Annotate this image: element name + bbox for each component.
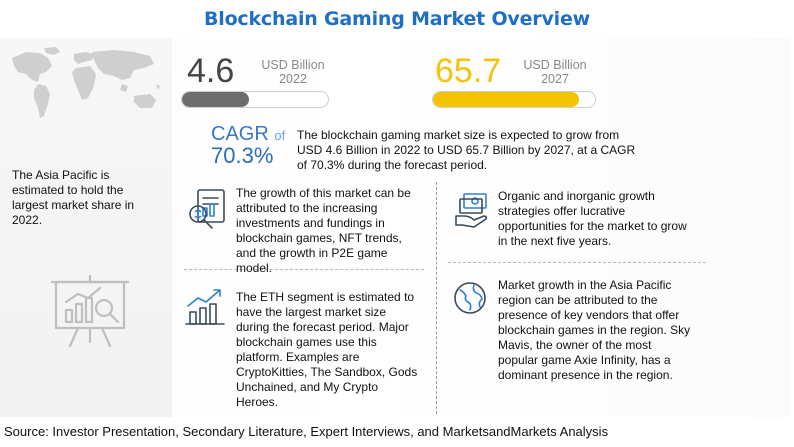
cagr-label: CAGR of — [211, 124, 285, 146]
source-note: Source: Investor Presentation, Secondary… — [4, 424, 609, 439]
insight-asia-pacific: Market growth in the Asia Pacific region… — [498, 278, 691, 382]
market-value-2027: 65.7 — [435, 52, 502, 90]
cagr-value: 70.3% — [211, 143, 274, 168]
unit-label: USD Billion — [261, 58, 325, 72]
progress-fill-2027 — [433, 92, 579, 107]
cagr-of: of — [274, 128, 286, 143]
growth-chart-icon — [184, 284, 228, 328]
year-label: 2022 — [279, 72, 307, 86]
analysis-board-icon — [48, 272, 132, 352]
cagr-description: The blockchain gaming market size is exp… — [297, 128, 636, 172]
year-label: 2027 — [541, 72, 569, 86]
unit-label: USD Billion — [523, 58, 587, 72]
vertical-divider — [436, 182, 437, 414]
progress-bar-2022 — [181, 91, 329, 108]
insight-investments: The growth of this market can be attribu… — [236, 186, 411, 275]
money-hand-icon — [452, 190, 492, 230]
market-unit-2027: USD Billion 2027 — [518, 58, 592, 86]
horizontal-divider-left — [184, 269, 424, 270]
page-title: Blockchain Gaming Market Overview — [203, 8, 591, 30]
progress-bar-2027 — [432, 91, 596, 108]
asia-pacific-text: The Asia Pacific is estimated to hold th… — [12, 168, 135, 227]
progress-fill-2022 — [182, 92, 250, 107]
market-value-2022: 4.6 — [187, 52, 235, 90]
investment-icon — [184, 186, 232, 234]
insight-growth-strategies: Organic and inorganic growth strategies … — [498, 189, 687, 248]
horizontal-divider-right — [448, 262, 706, 263]
world-map-icon — [4, 44, 168, 130]
insight-eth-segment: The ETH segment is estimated to have the… — [236, 290, 418, 409]
cagr-word: CAGR — [211, 123, 269, 145]
globe-icon — [452, 280, 488, 316]
market-unit-2022: USD Billion 2022 — [256, 58, 330, 86]
